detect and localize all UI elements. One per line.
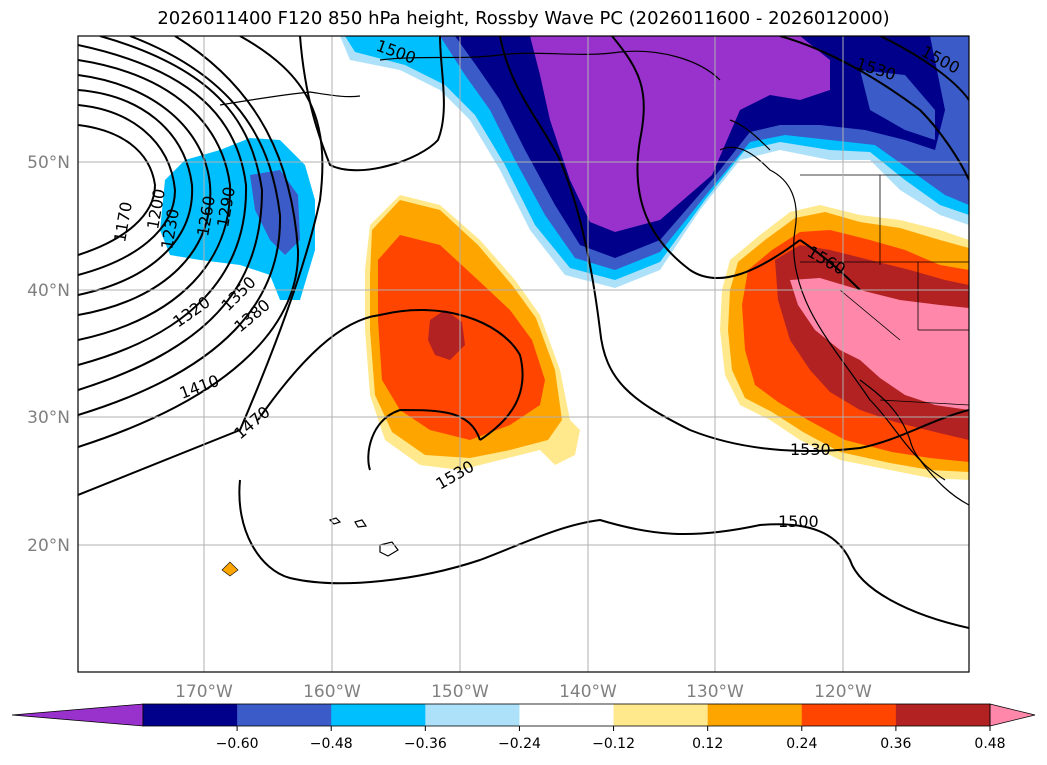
lon-label-170w: 170°W	[175, 682, 233, 702]
colorbar-tick-label: −0.36	[404, 736, 447, 752]
colorbar-segment	[519, 704, 615, 726]
colorbar-segment	[143, 704, 238, 726]
lon-label-160w: 160°W	[303, 682, 361, 702]
colorbar-segment	[613, 704, 709, 726]
colorbar-extend-low	[11, 703, 144, 727]
map-title: 2026011400 F120 850 hPa height, Rossby W…	[157, 8, 890, 29]
lon-label-150w: 150°W	[431, 682, 489, 702]
positive-anomaly-east	[720, 205, 969, 480]
colorbar-tick-label: 0.12	[692, 736, 723, 752]
colorbar-segment	[425, 704, 520, 726]
gridlines	[78, 36, 969, 672]
colorbar-segment	[895, 704, 991, 726]
longitude-labels: 170°W 160°W 150°W 140°W 130°W 120°W	[175, 682, 872, 702]
colorbar-segment	[707, 704, 803, 726]
latitude-labels: 50°N 40°N 30°N 20°N	[27, 153, 70, 556]
colorbar-tick-label: −0.24	[498, 736, 541, 752]
colorbar-tick-label: −0.48	[310, 736, 353, 752]
negative-anomaly-north	[340, 36, 969, 288]
positive-anomaly-central	[365, 195, 580, 470]
contour-label-1530-east: 1530	[790, 440, 831, 459]
colorbar-segment	[237, 704, 332, 726]
lon-label-130w: 130°W	[686, 682, 744, 702]
colorbar-tick-label: 0.24	[786, 736, 817, 752]
colorbar-segment	[801, 704, 897, 726]
contour-label-1500-south: 1500	[778, 512, 819, 531]
lon-label-140w: 140°W	[559, 682, 617, 702]
colorbar-extend-high	[989, 703, 1036, 727]
map-frame	[77, 35, 970, 673]
lat-label-50: 50°N	[27, 153, 70, 173]
colorbar-tick-label: 0.36	[880, 736, 911, 752]
colorbar-tick-label: 0.48	[974, 736, 1005, 752]
lat-label-30: 30°N	[27, 408, 70, 428]
lat-label-20: 20°N	[27, 536, 70, 556]
colorbar-segment	[331, 704, 426, 726]
lon-label-120w: 120°W	[814, 682, 872, 702]
colorbar: −0.60 −0.48 −0.36 −0.24 −0.12 0.12 0.24 0.36 0.4…	[11, 703, 1036, 752]
height-contours	[78, 36, 969, 629]
map-area: 1170 1200 1230 1260 1290 1320 1350 1380 …	[78, 36, 969, 672]
colorbar-frame	[142, 703, 991, 727]
colorbar-tick-label: −0.60	[216, 736, 259, 752]
coastlines	[219, 50, 969, 557]
small-anomaly-patch	[221, 561, 239, 577]
political-borders	[800, 174, 969, 406]
colorbar-tick-label: −0.12	[592, 736, 635, 752]
lat-label-40: 40°N	[27, 281, 70, 301]
